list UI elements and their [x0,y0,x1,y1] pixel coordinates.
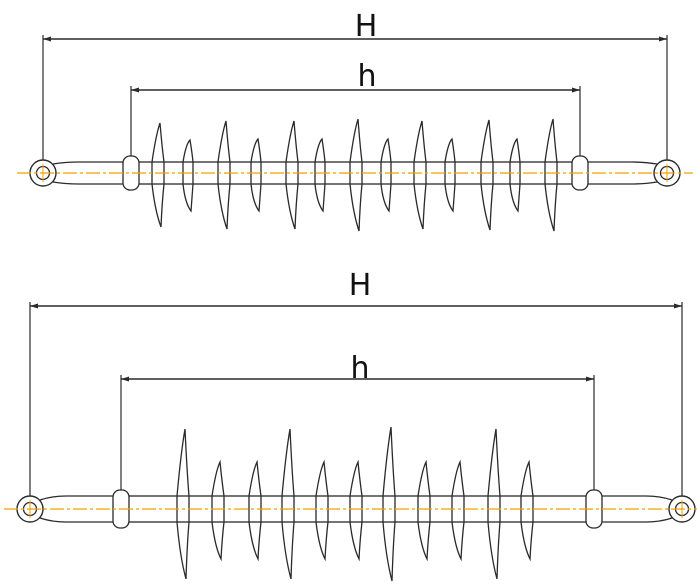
shed [417,459,431,562]
overall-length-label: H [349,268,372,303]
arrowhead [121,376,129,382]
end-fitting [600,495,673,523]
shed [248,459,262,562]
arrowhead [43,36,51,42]
shed [349,459,363,562]
arrowhead [572,87,580,93]
arrowhead [586,376,594,382]
shed [176,428,190,580]
insulation-length-label: h [357,59,376,94]
shed [217,120,231,230]
shed [520,459,534,562]
shed [544,118,558,232]
shed [480,119,494,231]
shed [182,138,194,213]
shed [314,137,326,213]
shed [382,426,396,582]
end-fitting [39,495,115,523]
shed [444,137,456,213]
shed [211,459,225,562]
shed [451,459,465,562]
shed [487,428,501,580]
shed [509,137,521,213]
shed [315,459,329,562]
arrowhead [131,87,139,93]
insulation-length-label: h [350,351,369,386]
shed [413,120,427,230]
arrowhead [30,303,38,309]
insulator-long [4,302,697,582]
end-fitting [52,161,125,185]
overall-length-label: H [355,9,378,44]
end-fitting [586,161,658,185]
shed [349,118,363,232]
insulator-short [17,35,693,232]
shed [250,137,262,213]
arrowhead [674,303,682,309]
shed [281,428,295,580]
shed [380,137,392,213]
shed [285,120,299,230]
arrowhead [659,36,667,42]
shed [151,122,165,228]
